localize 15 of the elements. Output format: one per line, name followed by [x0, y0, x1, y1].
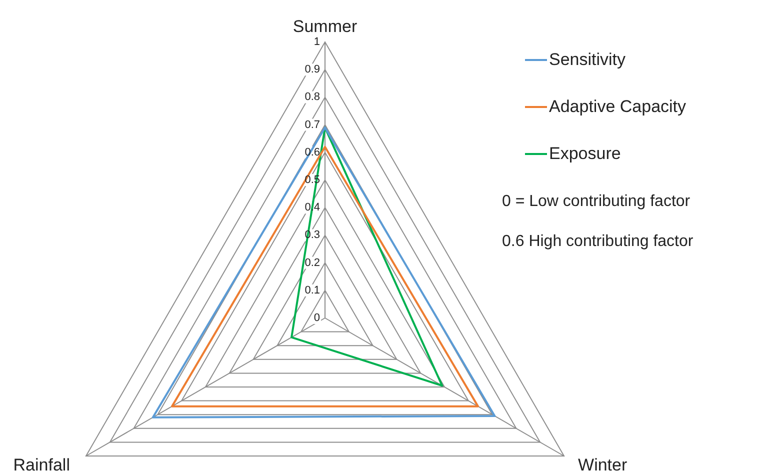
- y-tick-label: 1: [314, 36, 320, 48]
- y-tick-label: 0.2: [304, 256, 320, 269]
- y-tick-label: 0.1: [304, 284, 320, 296]
- legend-label: Sensitivity: [549, 50, 626, 70]
- spoke-label: Summer: [292, 17, 358, 36]
- legend-label: Exposure: [549, 144, 621, 164]
- y-tick-label: 0: [314, 312, 320, 324]
- legend-label: Adaptive Capacity: [549, 97, 686, 117]
- spoke-label: Rainfall: [13, 456, 70, 473]
- y-tick-label: 0.8: [304, 91, 320, 104]
- text: 0.6 High contributing factor: [502, 233, 694, 251]
- spoke-label: Winter: [578, 456, 628, 473]
- text: 0 = Low contributing factor: [502, 193, 692, 211]
- y-tick-label: 0.9: [304, 64, 320, 76]
- y-tick-label: 0.7: [304, 118, 320, 131]
